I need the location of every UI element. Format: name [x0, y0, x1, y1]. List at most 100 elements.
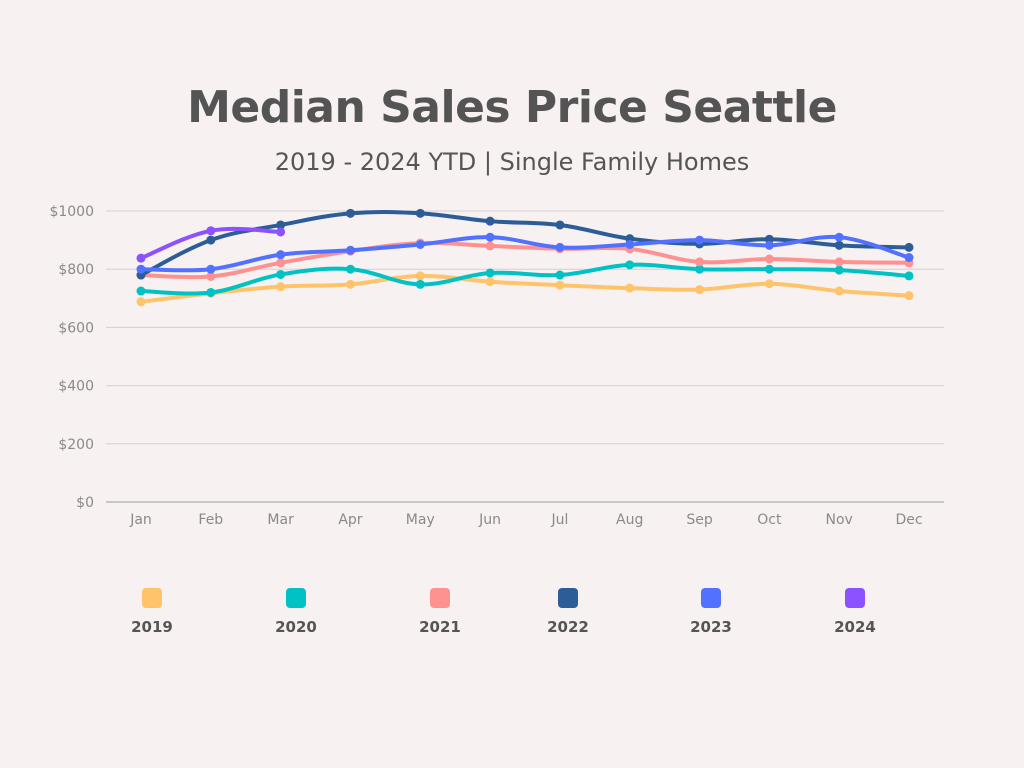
data-point	[764, 240, 774, 250]
data-point	[625, 260, 635, 270]
chart-title: Median Sales Price Seattle	[187, 82, 837, 133]
data-point	[695, 285, 705, 295]
data-point	[485, 241, 495, 251]
legend-item-2024: 2024	[805, 588, 905, 636]
x-tick-label: Jun	[478, 512, 501, 528]
data-point	[485, 232, 495, 242]
y-tick-label: $600	[58, 320, 94, 336]
x-tick-label: Mar	[267, 512, 294, 528]
x-tick-label: Oct	[757, 512, 782, 528]
grid-lines	[106, 210, 944, 503]
legend-item-2023: 2023	[661, 588, 761, 636]
data-point	[904, 242, 914, 252]
y-tick-label: $800	[58, 262, 94, 278]
legend-label: 2020	[275, 618, 317, 636]
data-point	[276, 269, 286, 279]
legend-swatch	[558, 588, 578, 608]
data-point	[904, 271, 914, 281]
chart-subtitle: 2019 - 2024 YTD | Single Family Homes	[274, 148, 750, 176]
legend-item-2020: 2020	[246, 588, 346, 636]
data-point	[345, 264, 355, 274]
series-line	[139, 234, 911, 273]
legend-swatch	[430, 588, 450, 608]
legend-swatch	[845, 588, 865, 608]
data-point	[136, 286, 146, 296]
series-lines	[136, 208, 914, 307]
series-2023	[136, 232, 914, 274]
data-point	[206, 264, 216, 274]
data-point	[206, 226, 216, 236]
data-point	[415, 271, 425, 281]
legend-swatch	[701, 588, 721, 608]
data-point	[276, 220, 286, 230]
data-point	[904, 291, 914, 301]
data-point	[485, 216, 495, 226]
series-line	[139, 262, 911, 296]
x-tick-label: Apr	[338, 512, 362, 528]
series-2024	[136, 226, 286, 263]
series-line	[139, 240, 911, 280]
data-point	[136, 264, 146, 274]
legend: 2019 2020 2021 2022 2023 2024	[0, 588, 1024, 648]
x-tick-label: Feb	[198, 512, 223, 528]
data-point	[904, 253, 914, 263]
data-point	[276, 250, 286, 260]
x-tick-label: Dec	[895, 512, 922, 528]
data-point	[834, 232, 844, 242]
x-axis-ticks: Jan Feb Mar Apr May Jun Jul Aug Sep Oct Nov Dec	[129, 512, 922, 528]
data-point	[345, 279, 355, 289]
x-tick-label: Sep	[686, 512, 713, 528]
data-point	[695, 264, 705, 274]
data-point	[834, 286, 844, 296]
legend-label: 2023	[690, 618, 732, 636]
data-point	[625, 283, 635, 293]
x-tick-label: Jan	[129, 512, 152, 528]
data-point	[485, 277, 495, 287]
legend-label: 2021	[419, 618, 461, 636]
data-point	[415, 208, 425, 218]
x-tick-label: May	[406, 512, 435, 528]
y-tick-label: $400	[58, 379, 94, 395]
data-point	[695, 257, 705, 267]
data-point	[415, 279, 425, 289]
series-line	[139, 210, 911, 278]
y-tick-label: $200	[58, 437, 94, 453]
legend-label: 2022	[547, 618, 589, 636]
data-point	[345, 208, 355, 218]
data-point	[136, 297, 146, 307]
data-point	[345, 245, 355, 255]
legend-swatch	[286, 588, 306, 608]
data-point	[764, 264, 774, 274]
legend-item-2019: 2019	[102, 588, 202, 636]
data-point	[415, 239, 425, 249]
data-point	[555, 270, 565, 280]
data-point	[555, 280, 565, 290]
legend-item-2022: 2022	[518, 588, 618, 636]
data-point	[555, 242, 565, 252]
y-tick-label: $0	[76, 495, 94, 511]
data-point	[695, 235, 705, 245]
series-2019	[136, 271, 914, 307]
y-tick-label: $1000	[49, 204, 94, 220]
data-point	[834, 265, 844, 275]
legend-label: 2019	[131, 618, 173, 636]
series-2020	[136, 260, 914, 297]
series-line	[139, 273, 911, 304]
legend-item-2021: 2021	[390, 588, 490, 636]
x-tick-label: Nov	[826, 512, 853, 528]
data-point	[206, 287, 216, 297]
data-point	[625, 239, 635, 249]
series-2022	[136, 208, 914, 280]
data-point	[555, 220, 565, 230]
x-tick-label: Aug	[616, 512, 643, 528]
data-point	[276, 282, 286, 292]
x-tick-label: Jul	[550, 512, 568, 528]
data-point	[764, 254, 774, 264]
data-point	[764, 279, 774, 289]
data-point	[206, 235, 216, 245]
data-point	[834, 257, 844, 267]
data-point	[206, 271, 216, 281]
data-point	[136, 253, 146, 263]
data-point	[276, 258, 286, 268]
